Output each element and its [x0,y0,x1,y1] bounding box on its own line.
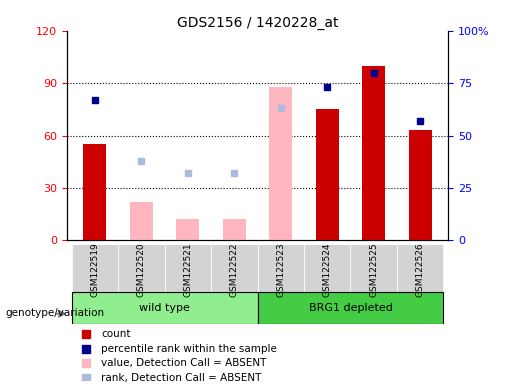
Text: count: count [101,329,131,339]
Bar [118,244,165,292]
Bar [269,87,293,240]
Text: BRG1 depleted: BRG1 depleted [308,303,392,313]
Text: GSM122525: GSM122525 [369,242,378,297]
Bar [72,292,258,324]
Title: GDS2156 / 1420228_at: GDS2156 / 1420228_at [177,16,338,30]
Text: genotype/variation: genotype/variation [5,308,104,318]
Text: GSM122521: GSM122521 [183,242,192,297]
Text: rank, Detection Call = ABSENT: rank, Detection Call = ABSENT [101,373,262,383]
Bar [165,244,211,292]
Text: GSM122526: GSM122526 [416,242,425,297]
Text: GSM122522: GSM122522 [230,242,239,296]
Bar [350,244,397,292]
Bar [304,244,350,292]
Text: percentile rank within the sample: percentile rank within the sample [101,344,277,354]
Text: value, Detection Call = ABSENT: value, Detection Call = ABSENT [101,358,267,368]
Text: GSM122523: GSM122523 [276,242,285,297]
Bar [258,244,304,292]
Text: GSM122519: GSM122519 [90,242,99,297]
Bar [258,292,443,324]
Bar [83,144,107,240]
Bar [211,244,258,292]
Bar [362,66,385,240]
Bar [130,202,153,240]
Bar [176,219,199,240]
Bar [408,130,432,240]
Bar [72,244,118,292]
Bar [222,219,246,240]
Text: GSM122524: GSM122524 [323,242,332,296]
Text: wild type: wild type [139,303,190,313]
Bar [397,244,443,292]
Text: GSM122520: GSM122520 [137,242,146,297]
Bar [316,109,339,240]
